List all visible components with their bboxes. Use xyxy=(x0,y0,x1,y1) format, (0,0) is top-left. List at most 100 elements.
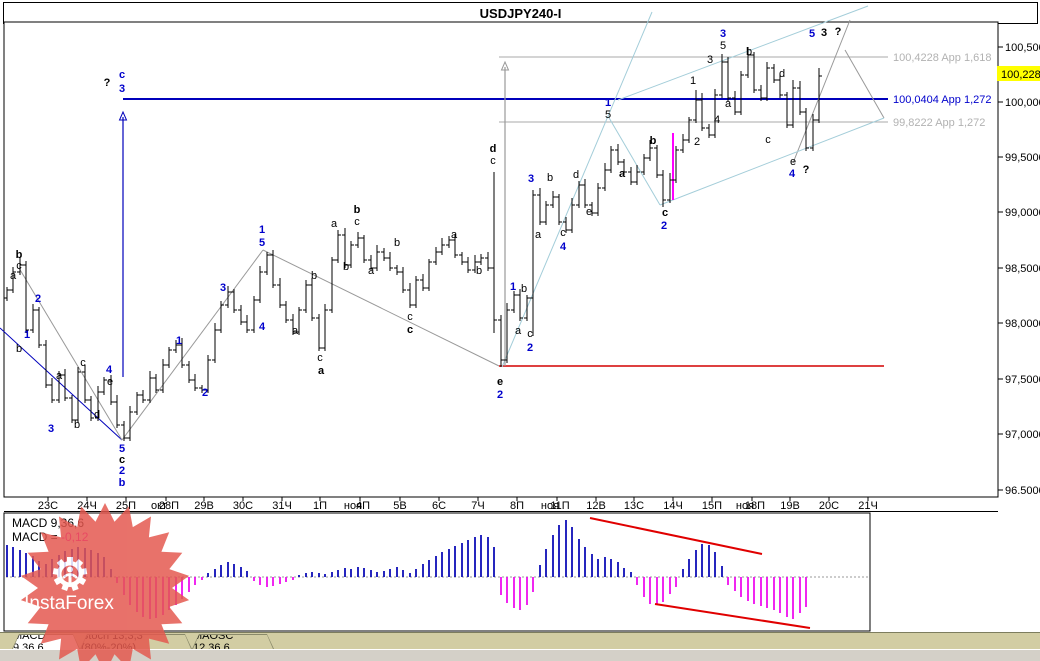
time-axis-label: 24Ч xyxy=(77,500,97,512)
time-axis-label: 6С xyxy=(432,500,446,512)
level-label: 99,8222 App 1,272 xyxy=(893,117,985,129)
wave-label: d xyxy=(779,68,785,80)
macd-indicator-header: MACD 9,36,6 MACD = -0,12 xyxy=(12,516,88,544)
wave-label: e xyxy=(107,376,113,388)
time-axis-label: 5В xyxy=(393,500,406,512)
time-axis-label: 11П xyxy=(550,500,569,512)
wave-label: b xyxy=(311,270,317,282)
wave-label: b xyxy=(16,249,23,261)
price-axis-label: 97,5000 xyxy=(1005,374,1040,386)
trendline xyxy=(607,115,661,206)
window-bottom-strip xyxy=(0,649,1040,661)
wave-label: 3 xyxy=(707,54,713,66)
time-axis-label: 18П xyxy=(745,500,765,512)
wave-label: a xyxy=(10,270,17,282)
wave-label: 4 xyxy=(259,321,266,333)
time-axis-label: 13С xyxy=(624,500,644,512)
wave-label: e xyxy=(790,156,796,168)
wave-label: 3 xyxy=(119,83,125,95)
wave-label: 2 xyxy=(119,465,125,477)
time-axis-label: 15П xyxy=(702,500,722,512)
time-axis-label: 4П xyxy=(356,500,370,512)
wave-label: a xyxy=(331,218,338,230)
wave-label: 4 xyxy=(714,114,720,126)
wave-label: 2 xyxy=(527,342,533,354)
indicator-tab-stoch[interactable]: Stoch 13,3,3 (80%-20%) xyxy=(80,634,192,649)
wave-label: 5 xyxy=(809,28,815,40)
wave-label: e xyxy=(586,206,592,218)
wave-label: a xyxy=(318,365,325,377)
wave-label: 2 xyxy=(497,389,503,401)
trendline xyxy=(844,49,885,119)
trendline xyxy=(792,19,851,164)
wave-label: a xyxy=(292,325,299,337)
price-axis: 100,500 100,000 99,5000 99,0000 98,5000 98,00… xyxy=(997,42,1040,497)
wave-label: 3 xyxy=(48,423,54,435)
wave-label: c xyxy=(407,311,413,323)
wave-label: a xyxy=(56,370,63,382)
price-axis-label: 98,0000 xyxy=(1005,318,1040,330)
wave-label: 1 xyxy=(510,281,516,293)
wave-label: c xyxy=(119,69,125,81)
indicator-tab-maosc[interactable]: MAOSC 12,36,6 xyxy=(192,634,274,649)
wave-label: b xyxy=(650,135,657,147)
wave-label: a xyxy=(451,229,458,241)
time-axis-label: 29В xyxy=(194,500,214,512)
wave-label: 1 xyxy=(176,335,182,347)
macd-params-label: MACD 9,36,6 xyxy=(12,516,85,530)
trendline xyxy=(121,249,264,441)
wave-label: a xyxy=(619,168,626,180)
wave-label: c xyxy=(16,260,22,272)
wave-label: 3 xyxy=(821,27,827,39)
wave-label: c xyxy=(527,328,533,340)
wave-label: ? xyxy=(835,26,842,38)
wave-label: a xyxy=(515,325,522,337)
macd-trendline xyxy=(589,517,763,555)
indicator-tab-bar: MACD 9,36,6 Stoch 13,3,3 (80%-20%) MAOSC 1… xyxy=(0,632,1040,650)
wave-label: 1 xyxy=(259,224,265,236)
wave-label: a xyxy=(725,98,732,110)
current-price-badge: 100,228 xyxy=(997,66,1040,81)
wave-label: b xyxy=(16,343,22,355)
trendline xyxy=(617,5,869,101)
wave-label: b xyxy=(746,46,752,58)
wave-label: 5 xyxy=(605,109,611,121)
time-axis-label: 23С xyxy=(38,500,58,512)
wave-label: b xyxy=(343,261,349,273)
wave-label: 5 xyxy=(720,40,726,52)
time-axis-label: 20С xyxy=(819,500,839,512)
trendline xyxy=(659,117,885,206)
wave-label: b xyxy=(354,204,361,216)
time-axis-label: 28П xyxy=(159,500,179,512)
wave-label: ? xyxy=(803,164,810,176)
macd-current-value: -0,12 xyxy=(61,530,89,544)
time-axis-label: 25П xyxy=(116,500,136,512)
tab-label: MAOSC 12,36,6 xyxy=(193,635,273,649)
wave-label: d xyxy=(490,143,497,155)
wave-label: a xyxy=(368,265,375,277)
chart-title: USDJPY240-I xyxy=(479,5,562,21)
price-axis-label: 100,500 xyxy=(1005,42,1040,54)
time-axis-month-label: ноя xyxy=(344,500,362,512)
wave-label: c xyxy=(490,155,496,167)
wave-label: c xyxy=(354,216,360,228)
wave-label: c xyxy=(765,134,771,146)
ohlc-bars xyxy=(4,47,822,441)
wave-label: c xyxy=(80,357,86,369)
indicator-tab-macd[interactable]: MACD 9,36,6 xyxy=(12,634,80,649)
up-arrow xyxy=(118,110,128,377)
wave-label: c xyxy=(407,324,413,336)
macd-value-line: MACD = -0,12 xyxy=(12,530,89,544)
wave-label: c xyxy=(560,227,566,239)
wave-label: 2 xyxy=(694,136,700,148)
wave-label: c xyxy=(662,207,668,219)
time-axis-label: 8П xyxy=(510,500,524,512)
wave-label: ? xyxy=(104,77,111,89)
wave-label: 1 xyxy=(24,329,30,341)
time-axis-month-label: ноя xyxy=(736,500,754,512)
wave-label: 2 xyxy=(35,293,41,305)
wave-label: b xyxy=(547,172,553,184)
